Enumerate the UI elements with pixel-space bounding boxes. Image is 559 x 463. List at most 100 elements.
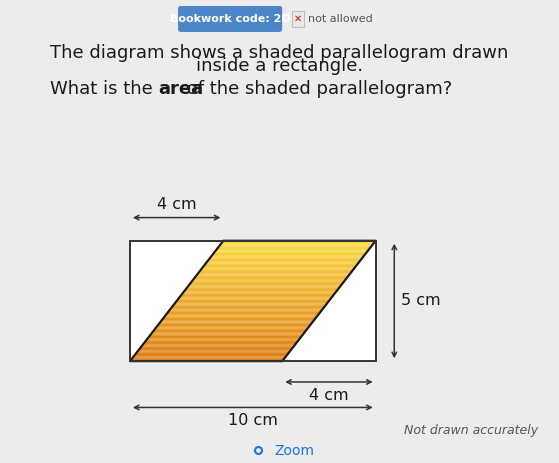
Polygon shape [136, 351, 290, 353]
Polygon shape [207, 260, 361, 261]
Polygon shape [165, 314, 319, 315]
Polygon shape [212, 254, 366, 255]
Polygon shape [206, 261, 360, 263]
Polygon shape [205, 263, 358, 265]
Polygon shape [153, 331, 306, 332]
Polygon shape [202, 267, 355, 269]
Polygon shape [217, 248, 370, 249]
Text: What is the  area  of the shaded parallelogram?: What is the area of the shaded parallelo… [64, 80, 495, 98]
Polygon shape [192, 279, 345, 281]
Polygon shape [197, 273, 350, 275]
Polygon shape [168, 311, 321, 312]
Polygon shape [147, 338, 300, 339]
Polygon shape [131, 359, 284, 360]
Text: Zoom: Zoom [274, 444, 314, 458]
Polygon shape [136, 353, 289, 354]
Polygon shape [146, 339, 299, 341]
Text: ✕: ✕ [293, 14, 302, 24]
Polygon shape [156, 326, 309, 327]
Polygon shape [181, 294, 334, 295]
Polygon shape [176, 301, 329, 302]
Polygon shape [151, 332, 305, 333]
Polygon shape [186, 288, 339, 289]
Polygon shape [213, 253, 366, 254]
Text: 4 cm: 4 cm [309, 388, 349, 402]
Polygon shape [161, 320, 314, 321]
Polygon shape [141, 345, 295, 347]
Polygon shape [184, 290, 337, 291]
Polygon shape [167, 312, 320, 313]
Text: of the shaded parallelogram?: of the shaded parallelogram? [181, 80, 452, 98]
Polygon shape [182, 293, 335, 294]
Polygon shape [214, 251, 367, 253]
Polygon shape [159, 323, 312, 324]
Polygon shape [218, 247, 371, 248]
Polygon shape [150, 335, 303, 336]
Polygon shape [188, 285, 341, 287]
Polygon shape [189, 284, 342, 285]
Polygon shape [173, 305, 326, 306]
Polygon shape [134, 355, 287, 357]
Text: The diagram shows a shaded parallelogram drawn: The diagram shows a shaded parallelogram… [50, 44, 509, 62]
Polygon shape [163, 318, 316, 319]
Polygon shape [167, 313, 320, 314]
Polygon shape [187, 287, 340, 288]
Polygon shape [178, 297, 331, 299]
Polygon shape [144, 342, 297, 343]
Polygon shape [132, 357, 285, 359]
Polygon shape [209, 257, 363, 259]
Text: Not drawn accurately: Not drawn accurately [404, 424, 538, 437]
Polygon shape [130, 360, 283, 361]
Polygon shape [164, 315, 318, 317]
FancyBboxPatch shape [178, 6, 282, 32]
Polygon shape [158, 324, 311, 325]
Polygon shape [149, 336, 302, 337]
Polygon shape [203, 265, 357, 266]
Polygon shape [215, 250, 368, 251]
Polygon shape [138, 350, 291, 351]
Polygon shape [200, 269, 353, 271]
Polygon shape [222, 241, 376, 242]
Polygon shape [221, 242, 375, 243]
Polygon shape [145, 341, 298, 342]
Polygon shape [143, 343, 296, 344]
Polygon shape [160, 321, 313, 323]
Polygon shape [185, 289, 338, 290]
Polygon shape [198, 272, 351, 273]
Polygon shape [169, 309, 323, 311]
Polygon shape [170, 308, 323, 309]
Polygon shape [162, 319, 315, 320]
Polygon shape [178, 299, 331, 300]
Polygon shape [172, 306, 325, 307]
Polygon shape [203, 266, 356, 267]
Polygon shape [177, 300, 330, 301]
Polygon shape [174, 303, 327, 305]
Text: What is the: What is the [50, 80, 158, 98]
Polygon shape [181, 295, 334, 296]
Polygon shape [195, 277, 348, 278]
Polygon shape [220, 244, 373, 245]
Polygon shape [140, 347, 293, 348]
Polygon shape [183, 291, 337, 293]
Text: area: area [158, 80, 203, 98]
Text: Bookwork code: 2D: Bookwork code: 2D [170, 14, 291, 24]
Polygon shape [195, 275, 348, 277]
Polygon shape [142, 344, 295, 345]
Polygon shape [193, 278, 347, 279]
Text: 10 cm: 10 cm [228, 413, 278, 428]
Polygon shape [150, 333, 304, 335]
Polygon shape [175, 302, 328, 303]
Polygon shape [191, 282, 344, 283]
Text: inside a rectangle.: inside a rectangle. [196, 57, 363, 75]
Polygon shape [179, 296, 333, 297]
Polygon shape [155, 327, 309, 329]
Polygon shape [154, 329, 307, 330]
Polygon shape [209, 259, 362, 260]
Polygon shape [190, 283, 343, 284]
Polygon shape [192, 281, 345, 282]
Polygon shape [199, 271, 352, 272]
Polygon shape [171, 307, 324, 308]
Polygon shape [130, 241, 376, 361]
Polygon shape [148, 337, 301, 338]
Text: 4 cm: 4 cm [157, 197, 197, 212]
